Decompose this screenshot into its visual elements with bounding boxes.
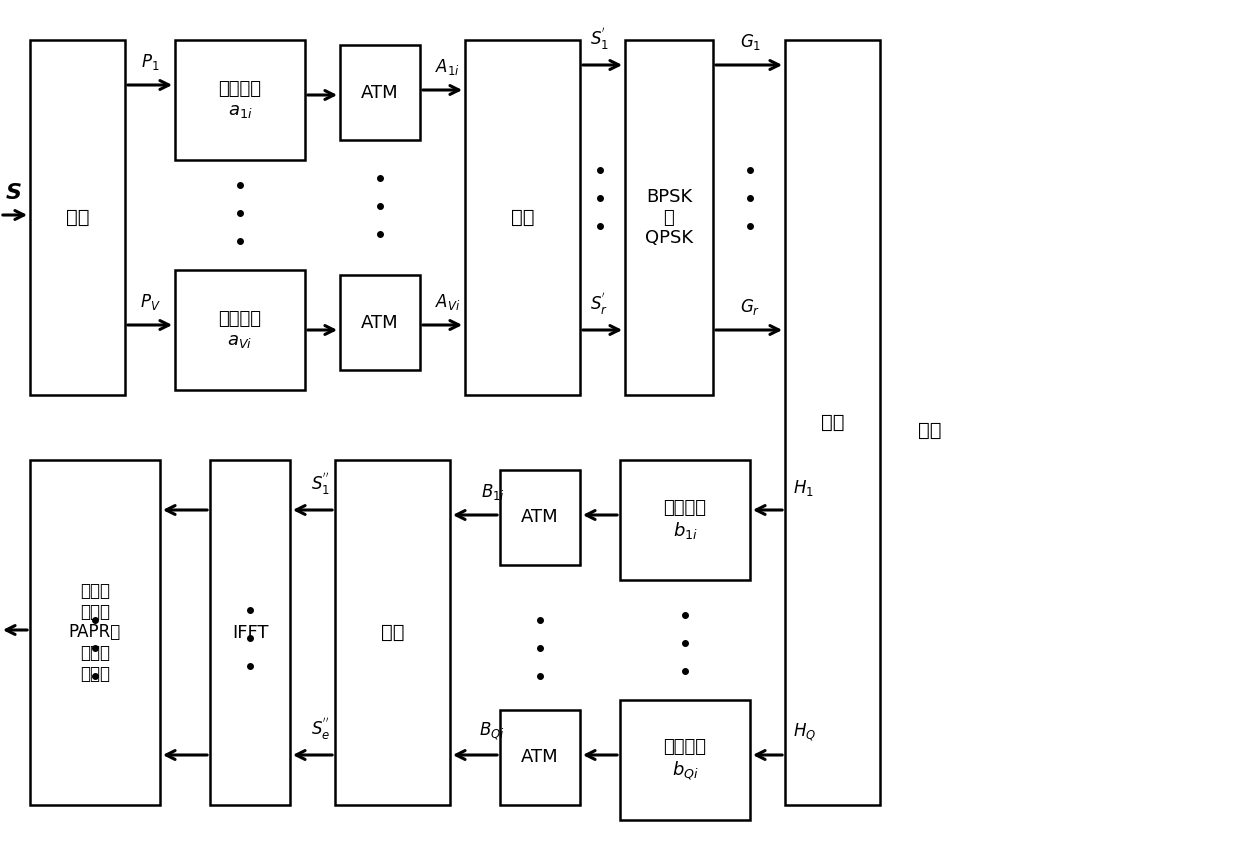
- Bar: [620, 460, 750, 580]
- Text: $\boldsymbol{S_r^{'}}$: $\boldsymbol{S_r^{'}}$: [590, 291, 608, 317]
- Bar: [625, 40, 713, 395]
- Bar: [500, 470, 580, 565]
- Text: 分块: 分块: [919, 420, 941, 440]
- Text: IFFT: IFFT: [232, 623, 268, 642]
- Text: 分块: 分块: [821, 413, 844, 432]
- Bar: [30, 40, 125, 395]
- Text: 选择具
有最小
PAPR的
候选信
号发送: 选择具 有最小 PAPR的 候选信 号发送: [69, 582, 122, 683]
- Bar: [175, 270, 305, 390]
- Text: ATM: ATM: [521, 509, 559, 526]
- Text: $\boldsymbol{S_1^{'}}$: $\boldsymbol{S_1^{'}}$: [590, 26, 609, 52]
- Text: 增广序列
$a_{Vi}$: 增广序列 $a_{Vi}$: [218, 310, 262, 350]
- Text: 增广序列
$b_{1i}$: 增广序列 $b_{1i}$: [663, 499, 707, 541]
- Bar: [500, 710, 580, 805]
- Text: $\boldsymbol{H_Q}$: $\boldsymbol{H_Q}$: [794, 722, 816, 743]
- Text: ATM: ATM: [361, 314, 399, 331]
- Bar: [210, 460, 290, 805]
- Text: $\boldsymbol{A_{Vi}}$: $\boldsymbol{A_{Vi}}$: [435, 292, 460, 312]
- Text: BPSK
或
QPSK: BPSK 或 QPSK: [645, 188, 693, 247]
- Text: $\boldsymbol{G_r}$: $\boldsymbol{G_r}$: [740, 297, 760, 317]
- Text: $\boldsymbol{P_V}$: $\boldsymbol{P_V}$: [140, 292, 160, 312]
- Text: 组合: 组合: [381, 623, 404, 642]
- Text: $\boldsymbol{B_{1i}}$: $\boldsymbol{B_{1i}}$: [481, 482, 505, 502]
- Text: $\boldsymbol{S_e^{''}}$: $\boldsymbol{S_e^{''}}$: [311, 717, 330, 742]
- Bar: [30, 460, 160, 805]
- Text: $\boldsymbol{A_{1i}}$: $\boldsymbol{A_{1i}}$: [435, 57, 460, 77]
- Text: $\boldsymbol{P_1}$: $\boldsymbol{P_1}$: [141, 52, 159, 72]
- Bar: [785, 40, 880, 805]
- Text: ATM: ATM: [361, 83, 399, 102]
- Text: $\boldsymbol{H_1}$: $\boldsymbol{H_1}$: [794, 478, 813, 498]
- Text: 组合: 组合: [511, 208, 534, 227]
- Bar: [175, 40, 305, 160]
- Text: $\boldsymbol{B_{Qi}}$: $\boldsymbol{B_{Qi}}$: [480, 721, 505, 742]
- Text: ATM: ATM: [521, 748, 559, 766]
- Bar: [340, 45, 420, 140]
- Bar: [340, 275, 420, 370]
- Bar: [620, 700, 750, 820]
- Bar: [465, 40, 580, 395]
- Bar: [335, 460, 450, 805]
- Text: 增广序列
$a_{1i}$: 增广序列 $a_{1i}$: [218, 80, 262, 120]
- Text: 分块: 分块: [66, 208, 89, 227]
- Text: $\boldsymbol{S}$: $\boldsymbol{S}$: [5, 183, 22, 203]
- Text: $\boldsymbol{G_1}$: $\boldsymbol{G_1}$: [740, 32, 761, 52]
- Text: 增广序列
$b_{Qi}$: 增广序列 $b_{Qi}$: [663, 738, 707, 782]
- Text: $\boldsymbol{S_1^{''}}$: $\boldsymbol{S_1^{''}}$: [311, 471, 330, 497]
